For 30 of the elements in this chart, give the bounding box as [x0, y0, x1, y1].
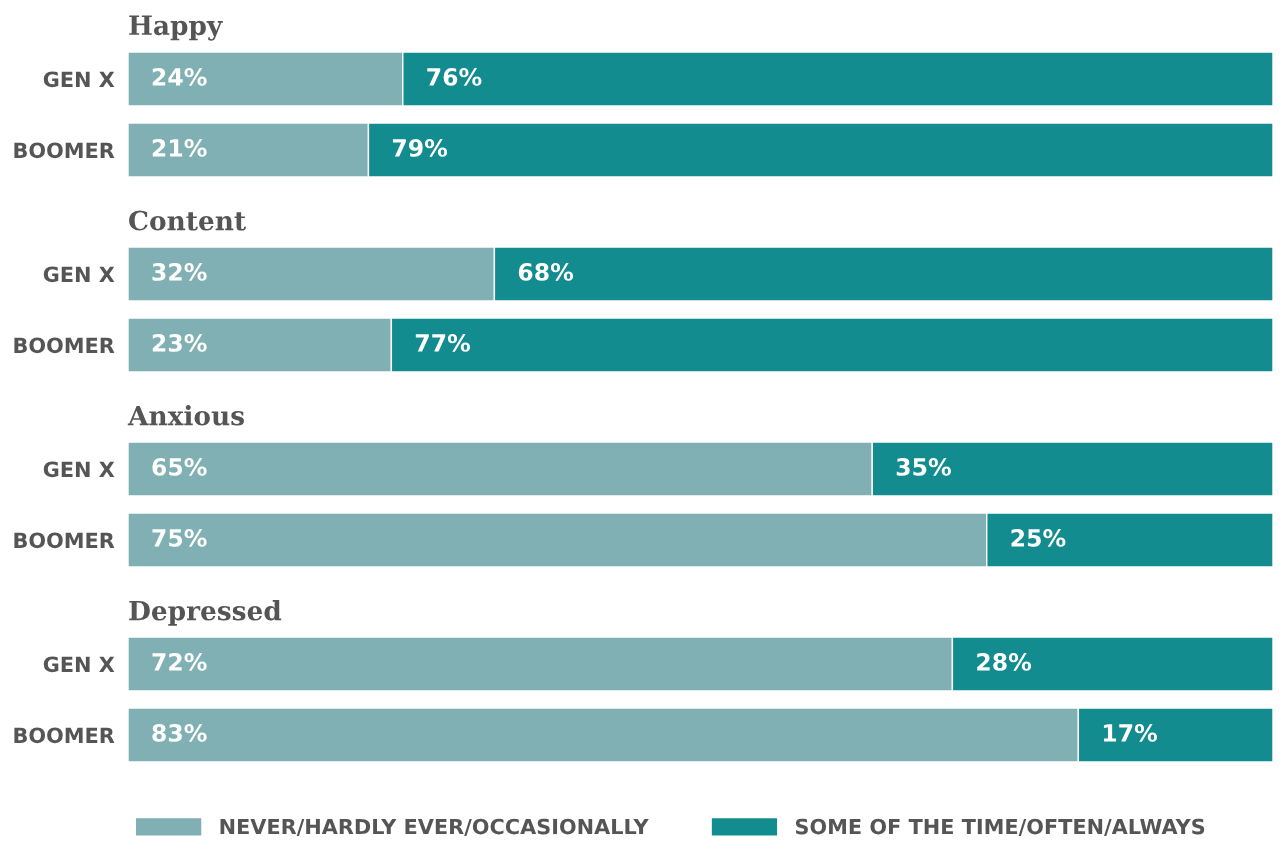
y-tick-label: BOOMER [14, 337, 115, 354]
data-label: 79% [392, 138, 448, 157]
data-label: 65% [152, 457, 207, 476]
data-label: 77% [415, 333, 471, 352]
y-tick-label: BOOMER [14, 142, 115, 159]
chart-title: Anxious [127, 405, 244, 426]
data-label: 83% [152, 723, 207, 742]
y-tick-label: BOOMER [14, 532, 115, 549]
data-label: 17% [1103, 723, 1158, 742]
data-label: 35% [896, 457, 951, 476]
y-tick-label: GEN X [43, 71, 115, 88]
y-tick-label: BOOMER [14, 727, 115, 744]
data-label: 75% [152, 528, 207, 547]
data-label: 25% [1011, 528, 1066, 547]
y-tick-label: GEN X [43, 461, 115, 478]
chart-title: Depressed [129, 600, 282, 626]
data-label: 68% [518, 262, 574, 281]
legend-label: SOME OF THE TIME/OFTEN/ALWAYS [795, 818, 1205, 837]
data-label: 72% [152, 652, 207, 671]
legend-label: NEVER/HARDLY EVER/OCCASIONALLY [220, 818, 649, 837]
chart-title: Content [129, 210, 247, 231]
y-tick-label: GEN X [43, 656, 115, 673]
data-label: 32% [152, 262, 207, 281]
y-tick-label: GEN X [43, 266, 115, 283]
chart-title: Happy [129, 15, 223, 41]
data-label: 24% [152, 67, 207, 86]
data-label: 76% [427, 67, 482, 86]
data-label: 21% [152, 138, 207, 157]
data-label: 23% [152, 333, 207, 352]
data-label: 28% [977, 652, 1032, 671]
